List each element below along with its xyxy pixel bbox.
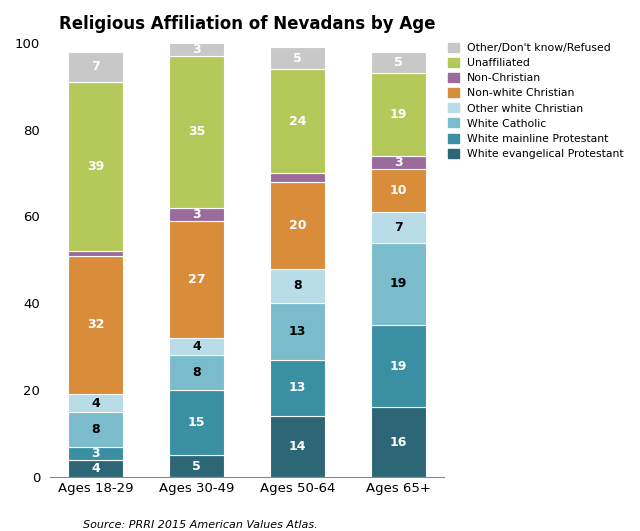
Text: 10: 10 [390, 184, 407, 197]
Bar [169, 221, 224, 338]
Bar [269, 47, 325, 69]
Legend: Other/Don't know/Refused, Unaffiliated, Non-Christian, Non-white Christian, Othe: Other/Don't know/Refused, Unaffiliated, … [448, 43, 624, 159]
Text: 16: 16 [390, 435, 407, 449]
Bar [269, 269, 325, 303]
Text: Source: PRRI 2015 American Values Atlas.: Source: PRRI 2015 American Values Atlas. [83, 520, 318, 530]
Text: 8: 8 [92, 423, 100, 435]
Text: 8: 8 [293, 279, 301, 293]
Bar [371, 243, 426, 325]
Text: 20: 20 [289, 219, 306, 232]
Text: 13: 13 [289, 381, 306, 395]
Text: 4: 4 [192, 340, 201, 353]
Bar [371, 407, 426, 477]
Text: 3: 3 [192, 208, 201, 221]
Bar [371, 325, 426, 407]
Bar [169, 338, 224, 355]
Bar [269, 173, 325, 182]
Bar [68, 52, 124, 82]
Text: 35: 35 [188, 125, 205, 139]
Bar [371, 52, 426, 73]
Text: 7: 7 [394, 221, 403, 234]
Text: 14: 14 [289, 440, 306, 453]
Bar [269, 303, 325, 359]
Bar [68, 255, 124, 395]
Text: 5: 5 [192, 459, 201, 473]
Bar [371, 169, 426, 212]
Bar [371, 73, 426, 156]
Bar [169, 390, 224, 455]
Bar [269, 69, 325, 173]
Bar [68, 447, 124, 459]
Bar [169, 43, 224, 56]
Title: Religious Affiliation of Nevadans by Age: Religious Affiliation of Nevadans by Age [59, 15, 435, 33]
Bar [371, 156, 426, 169]
Text: 3: 3 [92, 447, 100, 459]
Text: 15: 15 [188, 416, 205, 429]
Text: 3: 3 [394, 156, 403, 169]
Text: 5: 5 [394, 56, 403, 69]
Bar [169, 208, 224, 221]
Bar [68, 82, 124, 251]
Text: 19: 19 [390, 359, 407, 373]
Text: 4: 4 [92, 397, 100, 409]
Text: 5: 5 [293, 52, 301, 65]
Text: 39: 39 [87, 160, 104, 173]
Bar [269, 182, 325, 269]
Bar [371, 212, 426, 243]
Bar [169, 455, 224, 477]
Text: 3: 3 [192, 43, 201, 56]
Bar [68, 395, 124, 412]
Bar [269, 416, 325, 477]
Text: 24: 24 [289, 115, 306, 127]
Bar [68, 459, 124, 477]
Bar [169, 56, 224, 208]
Bar [68, 251, 124, 255]
Text: 7: 7 [92, 60, 100, 73]
Text: 4: 4 [92, 462, 100, 475]
Text: 32: 32 [87, 319, 104, 331]
Bar [68, 412, 124, 447]
Text: 8: 8 [192, 366, 201, 379]
Text: 27: 27 [188, 273, 205, 286]
Bar [269, 359, 325, 416]
Text: 13: 13 [289, 325, 306, 338]
Bar [169, 355, 224, 390]
Text: 19: 19 [390, 277, 407, 290]
Text: 19: 19 [390, 108, 407, 121]
